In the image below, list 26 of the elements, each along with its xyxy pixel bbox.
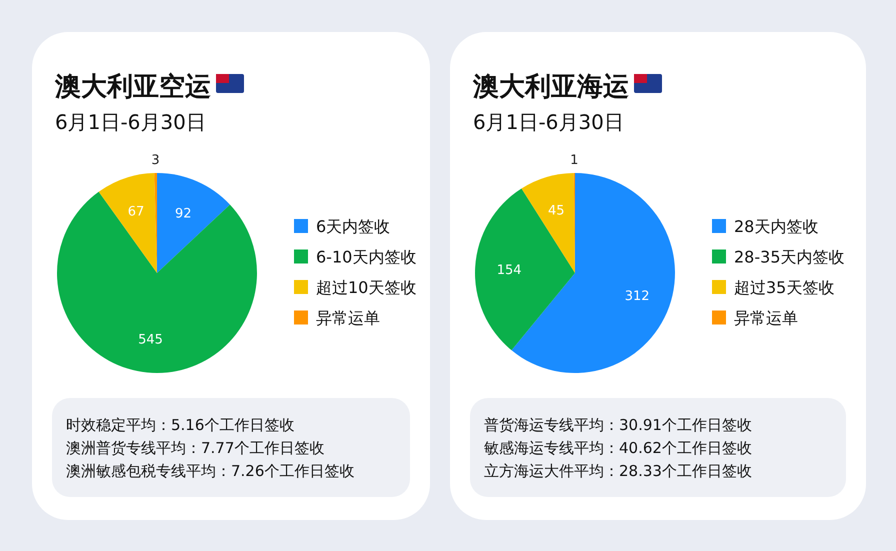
- text: 普货海运专线平均：30.91个工作日签收: [484, 416, 752, 434]
- data-label: 45: [548, 204, 565, 219]
- chart-subtitle: 6月1日-6月30日: [55, 110, 206, 134]
- text: 时效稳定平均：5.16个工作日签收: [66, 416, 294, 434]
- legend-label: 28天内签收: [734, 217, 818, 236]
- legend-label: 6-10天内签收: [316, 248, 416, 266]
- chart-title: 澳大利亚海运: [472, 72, 629, 102]
- text: 立方海运大件平均：28.33个工作日签收: [484, 462, 752, 480]
- legend-label: 异常运单: [316, 308, 380, 328]
- text: 敏感海运专线平均：40.62个工作日签收: [484, 439, 752, 457]
- legend-label: 6天内签收: [316, 217, 390, 236]
- legend-label: 超过35天签收: [734, 278, 834, 297]
- chart-title: 澳大利亚空运: [54, 72, 211, 102]
- data-label: 154: [496, 262, 522, 278]
- data-label: 545: [138, 332, 163, 348]
- chart-subtitle: 6月1日-6月30日: [473, 110, 624, 134]
- data-label: 3: [151, 153, 160, 168]
- data-label: 312: [624, 289, 650, 304]
- legend-label: 28-35天内签收: [734, 248, 844, 266]
- text: 澳洲普货专线平均：7.77个工作日签收: [66, 439, 324, 457]
- data-label: 1: [570, 153, 578, 168]
- legend-label: 异常运单: [734, 308, 798, 328]
- data-label: 67: [128, 204, 144, 220]
- legend-label: 超过10天签收: [316, 278, 416, 297]
- text: 澳洲敏感包税专线平均：7.26个工作日签收: [66, 462, 354, 480]
- data-label: 92: [174, 206, 192, 222]
